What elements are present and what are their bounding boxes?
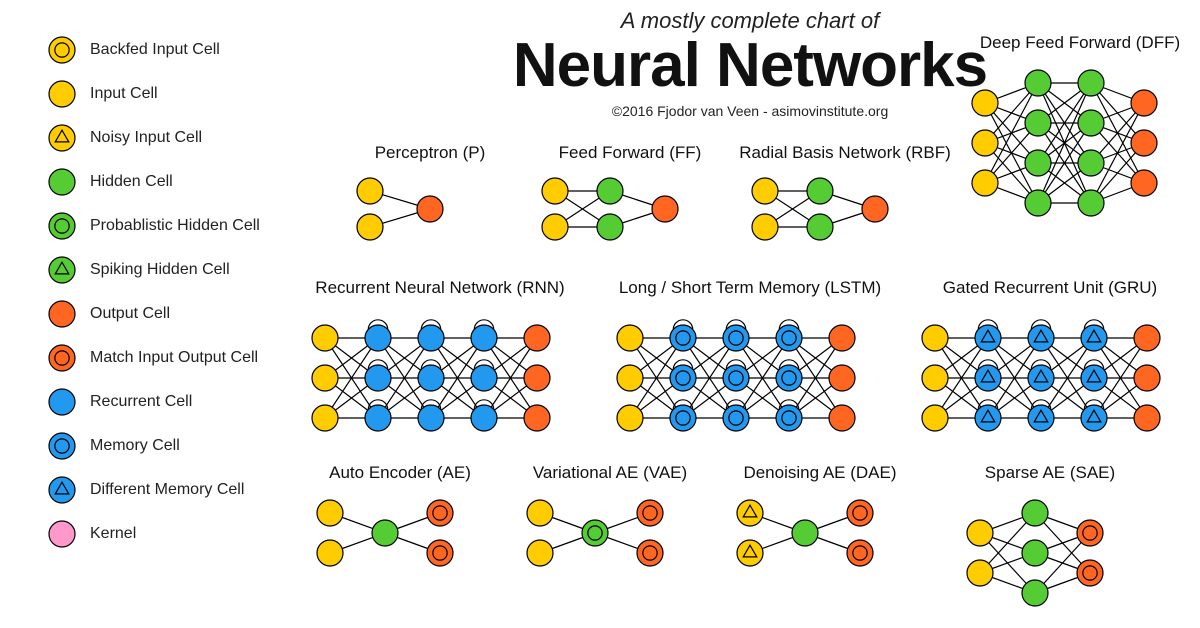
legend-item: Recurrent Cell [48,388,288,416]
network-diagram: Perceptron (P) [330,143,530,249]
network-diagram: Variational AE (VAE) [510,463,710,577]
network-svg [330,169,530,249]
network-title: Deep Feed Forward (DFF) [970,33,1190,53]
network-svg [530,169,730,249]
network-diagram: Radial Basis Network (RBF) [720,143,970,249]
network-svg [950,489,1150,617]
legend-swatch [48,432,76,460]
network-svg [720,489,920,577]
network-diagram: Deep Feed Forward (DFF) [970,33,1190,227]
network-diagram: Sparse AE (SAE) [950,463,1150,617]
legend-item: Memory Cell [48,432,288,460]
network-diagram: Recurrent Neural Network (RNN) [300,278,580,442]
legend-swatch [48,520,76,548]
legend-item: Noisy Input Cell [48,124,288,152]
network-svg [600,304,900,442]
network-svg [300,489,500,577]
network-svg [300,304,580,442]
network-title: Variational AE (VAE) [510,463,710,483]
network-diagram: Long / Short Term Memory (LSTM) [600,278,900,442]
legend-item: Different Memory Cell [48,476,288,504]
legend-swatch [48,300,76,328]
network-title: Long / Short Term Memory (LSTM) [600,278,900,298]
legend-label: Memory Cell [90,437,180,455]
network-title: Radial Basis Network (RBF) [720,143,970,163]
legend-swatch [48,344,76,372]
legend-swatch [48,168,76,196]
legend-swatch [48,212,76,240]
legend-swatch [48,256,76,284]
legend: Backfed Input Cell Input Cell Noisy Input … [48,36,288,564]
legend-label: Different Memory Cell [90,481,244,499]
network-title: Feed Forward (FF) [530,143,730,163]
legend-swatch [48,124,76,152]
legend-item: Input Cell [48,80,288,108]
main-content: A mostly complete chart of Neural Networ… [300,8,1200,143]
network-diagram: Denoising AE (DAE) [720,463,920,577]
network-title: Perceptron (P) [330,143,530,163]
network-svg [510,489,710,577]
network-title: Sparse AE (SAE) [950,463,1150,483]
legend-label: Backfed Input Cell [90,41,220,59]
legend-label: Spiking Hidden Cell [90,261,230,279]
network-title: Gated Recurrent Unit (GRU) [920,278,1180,298]
legend-item: Spiking Hidden Cell [48,256,288,284]
network-svg [970,59,1190,227]
legend-swatch [48,388,76,416]
network-diagram: Feed Forward (FF) [530,143,730,249]
legend-label: Noisy Input Cell [90,129,202,147]
legend-label: Match Input Output Cell [90,349,258,367]
legend-item: Backfed Input Cell [48,36,288,64]
network-title: Denoising AE (DAE) [720,463,920,483]
network-diagram: Gated Recurrent Unit (GRU) [920,278,1180,442]
legend-swatch [48,476,76,504]
legend-item: Probablistic Hidden Cell [48,212,288,240]
network-diagram: Auto Encoder (AE) [300,463,500,577]
legend-label: Kernel [90,525,136,543]
legend-item: Hidden Cell [48,168,288,196]
network-svg [720,169,970,249]
network-title: Auto Encoder (AE) [300,463,500,483]
network-svg [920,304,1180,442]
legend-swatch [48,36,76,64]
legend-swatch [48,80,76,108]
legend-item: Match Input Output Cell [48,344,288,372]
legend-label: Output Cell [90,305,170,323]
legend-label: Recurrent Cell [90,393,192,411]
legend-label: Probablistic Hidden Cell [90,217,260,235]
network-title: Recurrent Neural Network (RNN) [300,278,580,298]
legend-item: Output Cell [48,300,288,328]
legend-item: Kernel [48,520,288,548]
legend-label: Input Cell [90,85,158,103]
legend-label: Hidden Cell [90,173,173,191]
